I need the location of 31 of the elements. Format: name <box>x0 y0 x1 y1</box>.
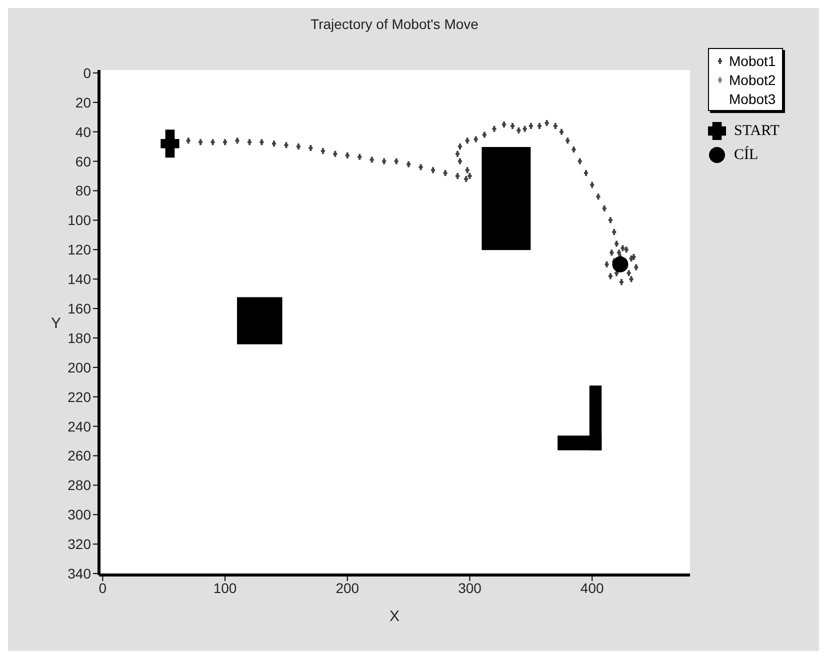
x-tick-label: 200 <box>336 580 360 596</box>
x-tick-label: 400 <box>580 580 604 596</box>
y-tick-label: 320 <box>68 536 92 552</box>
y-tick-label: 340 <box>68 566 92 582</box>
y-tick-label: 40 <box>75 124 92 140</box>
y-tick-label: 120 <box>68 242 92 258</box>
y-tick-label: 220 <box>68 388 92 405</box>
legend-label: Mobot2 <box>729 72 776 88</box>
y-tick-label: 0 <box>83 64 92 81</box>
y-tick-label: 100 <box>68 212 92 228</box>
y-tick-label: 160 <box>68 300 92 316</box>
text: Mobot3 <box>729 90 776 106</box>
legend-label: Mobot1 <box>729 52 776 68</box>
y-tick-label: 240 <box>68 418 92 434</box>
y-tick-label: 200 <box>68 359 92 376</box>
x-tick-label: 100 <box>213 580 237 596</box>
y-tick-label: 300 <box>68 506 92 523</box>
y-tick-label: 260 <box>68 448 92 464</box>
x-axis-title: X <box>389 608 400 625</box>
x-tick-label: 300 <box>458 580 482 596</box>
y-tick-label: 20 <box>75 94 92 110</box>
y-tick-label: 140 <box>68 271 92 288</box>
chart-title: Trajectory of Mobot's Move <box>310 16 480 32</box>
y-tick-label: 80 <box>75 182 92 199</box>
y-tick-label: 180 <box>68 330 92 346</box>
y-tick-label: 60 <box>75 153 92 170</box>
y-axis-title: Y <box>50 314 61 332</box>
legend-label: START <box>734 122 780 140</box>
legend-label: CÍL <box>734 146 758 164</box>
y-tick-label: 280 <box>68 477 92 494</box>
x-tick-label: 0 <box>98 580 107 596</box>
